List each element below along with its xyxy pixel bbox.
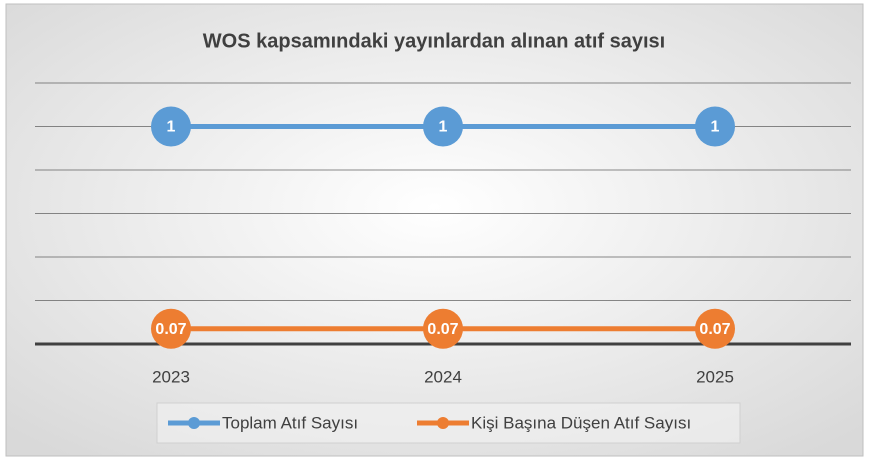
data-point <box>151 308 191 349</box>
data-label: 1 <box>439 119 448 136</box>
data-point <box>423 308 463 349</box>
legend-marker <box>188 417 200 429</box>
x-tick-label: 2025 <box>696 367 734 386</box>
chart-title: WOS kapsamındaki yayınlardan alınan atıf… <box>203 30 665 52</box>
data-label: 1 <box>711 119 720 136</box>
data-label: 1 <box>167 119 176 136</box>
legend-label: Kişi Başına Düşen Atıf Sayısı <box>471 413 691 432</box>
data-point <box>695 308 735 349</box>
x-tick-label: 2023 <box>152 367 190 386</box>
data-point <box>695 106 735 147</box>
x-tick-label: 2024 <box>424 367 462 386</box>
data-label: 0.07 <box>427 321 458 338</box>
data-point <box>151 106 191 147</box>
chart-background <box>5 3 864 457</box>
data-label: 0.07 <box>699 321 730 338</box>
legend-marker <box>437 417 449 429</box>
legend-label: Toplam Atıf Sayısı <box>222 413 358 432</box>
data-point <box>423 106 463 147</box>
data-label: 0.07 <box>155 321 186 338</box>
